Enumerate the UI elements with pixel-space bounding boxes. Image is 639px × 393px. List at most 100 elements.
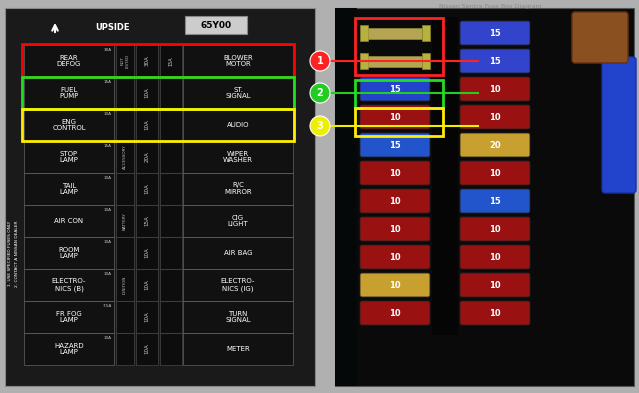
Text: 1. USE SPECIFIED FUSES ONLY: 1. USE SPECIFIED FUSES ONLY [8, 221, 12, 286]
Text: 10A: 10A [144, 184, 150, 195]
Bar [183, 237, 293, 269]
Bar [5, 8, 315, 386]
Text: 15: 15 [489, 196, 501, 206]
Text: HAZARD
LAMP: HAZARD LAMP [54, 343, 84, 356]
Text: R/C
MIRROR: R/C MIRROR [224, 182, 252, 195]
Text: UPSIDE: UPSIDE [95, 22, 130, 31]
Bar [136, 141, 158, 173]
Bar [136, 333, 158, 365]
Text: Nissan Sentra Fuse Box Diagram: Nissan Sentra Fuse Box Diagram [438, 4, 541, 9]
Bar [160, 301, 182, 333]
Bar [24, 45, 114, 77]
Text: 10: 10 [489, 309, 501, 318]
Text: 15: 15 [389, 141, 401, 149]
Text: BLOWER
MOTOR: BLOWER MOTOR [223, 55, 253, 68]
Text: CIG
LIGHT: CIG LIGHT [227, 215, 249, 228]
FancyBboxPatch shape [460, 273, 530, 297]
Bar [116, 333, 134, 365]
FancyBboxPatch shape [360, 273, 430, 297]
Bar [22, 77, 294, 109]
FancyBboxPatch shape [602, 57, 636, 193]
Bar [116, 205, 134, 237]
Text: METER: METER [226, 346, 250, 352]
Bar [183, 301, 293, 333]
Text: 3: 3 [317, 121, 323, 131]
Bar [160, 173, 182, 205]
Text: 15: 15 [389, 84, 401, 94]
FancyBboxPatch shape [460, 77, 530, 101]
Text: 20A: 20A [144, 152, 150, 162]
Text: 15A: 15A [169, 56, 174, 66]
Text: IGNITION: IGNITION [123, 276, 127, 294]
Bar [183, 205, 293, 237]
Bar [368, 55, 422, 66]
Bar [116, 173, 134, 205]
Text: ELECTRO-
NICS (IG): ELECTRO- NICS (IG) [220, 278, 255, 292]
Bar [360, 53, 368, 69]
Circle shape [310, 116, 330, 136]
Text: 10: 10 [489, 281, 501, 290]
Bar [116, 301, 134, 333]
Bar [24, 269, 114, 301]
FancyBboxPatch shape [360, 77, 430, 101]
Text: 10A: 10A [144, 280, 150, 290]
Text: 10: 10 [389, 224, 401, 233]
Bar [136, 301, 158, 333]
Text: 10A: 10A [144, 343, 150, 354]
FancyBboxPatch shape [460, 49, 530, 73]
Text: TAIL
LAMP: TAIL LAMP [59, 182, 79, 195]
FancyBboxPatch shape [460, 105, 530, 129]
Text: 10A: 10A [144, 248, 150, 258]
Text: 10: 10 [389, 309, 401, 318]
FancyBboxPatch shape [460, 217, 530, 241]
Text: STOP
LAMP: STOP LAMP [59, 151, 79, 163]
Text: 10: 10 [389, 196, 401, 206]
FancyBboxPatch shape [360, 105, 430, 129]
Text: 10A: 10A [144, 88, 150, 98]
Text: 10A: 10A [144, 119, 150, 130]
FancyBboxPatch shape [572, 12, 628, 63]
FancyBboxPatch shape [360, 161, 430, 185]
Bar [185, 16, 247, 34]
Bar [160, 269, 182, 301]
Text: REAR
DEFOG: REAR DEFOG [57, 55, 81, 68]
Text: ENG
CONTROL: ENG CONTROL [52, 119, 86, 132]
Bar [24, 77, 114, 109]
Bar [136, 77, 158, 109]
Bar [422, 53, 430, 69]
Circle shape [310, 51, 330, 71]
Bar [432, 17, 458, 335]
Text: AIR BAG: AIR BAG [224, 250, 252, 256]
Bar [355, 108, 443, 136]
Bar [24, 109, 114, 141]
Bar [24, 333, 114, 365]
Bar [136, 269, 158, 301]
Bar [355, 80, 443, 108]
Text: 7.5A: 7.5A [103, 304, 112, 308]
Bar [335, 8, 634, 386]
Bar [160, 109, 182, 141]
Bar [116, 141, 134, 173]
Text: 15A: 15A [104, 80, 112, 84]
Bar [136, 173, 158, 205]
Text: FUEL
PUMP: FUEL PUMP [59, 86, 79, 99]
Text: NOT
LISTED: NOT LISTED [121, 54, 129, 68]
FancyBboxPatch shape [460, 245, 530, 269]
Bar [116, 77, 134, 109]
Text: 10A: 10A [104, 240, 112, 244]
Text: 2. CONTACT A NISSAN DEALER: 2. CONTACT A NISSAN DEALER [15, 220, 19, 287]
Text: 15: 15 [489, 29, 501, 37]
Text: 10A: 10A [144, 312, 150, 322]
Bar [160, 45, 182, 77]
Bar [136, 109, 158, 141]
Text: 10: 10 [489, 84, 501, 94]
Bar [160, 237, 182, 269]
Text: WIPER
WASHER: WIPER WASHER [223, 151, 253, 163]
Text: 10: 10 [389, 112, 401, 121]
Bar [183, 109, 293, 141]
Bar [116, 269, 134, 301]
Bar [116, 237, 134, 269]
Text: 10A: 10A [104, 272, 112, 276]
Text: 10: 10 [389, 252, 401, 261]
Text: ACCESSORY: ACCESSORY [123, 145, 127, 169]
